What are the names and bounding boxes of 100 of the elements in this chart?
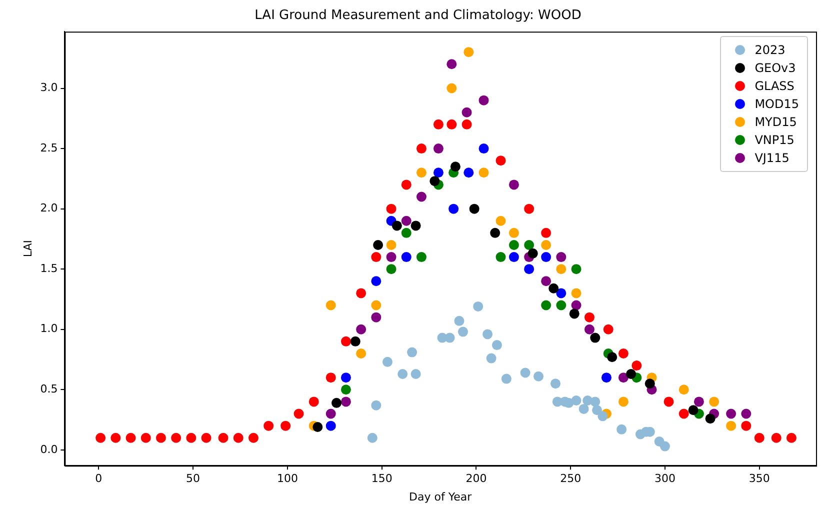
point	[541, 300, 552, 310]
point	[534, 371, 544, 382]
point	[410, 368, 421, 379]
point	[433, 144, 444, 154]
point	[678, 408, 689, 419]
point	[607, 352, 618, 362]
point	[416, 192, 426, 202]
point	[110, 432, 121, 443]
point	[340, 384, 351, 395]
point	[626, 368, 636, 379]
point	[550, 378, 560, 389]
point	[556, 252, 566, 262]
point	[308, 396, 319, 407]
chart-title: LAI Ground Measurement and Climatology: WOOD	[254, 8, 582, 24]
y-tick-label: 3.0	[40, 81, 58, 94]
point	[632, 360, 642, 371]
point	[508, 240, 519, 250]
x-tick-label: 350	[748, 472, 770, 486]
point	[171, 432, 182, 443]
point	[326, 408, 336, 419]
point	[340, 336, 351, 346]
point	[454, 316, 464, 326]
point	[478, 144, 489, 154]
point	[433, 168, 444, 178]
legend-label: MOD15	[754, 97, 799, 111]
point	[448, 204, 459, 214]
point	[458, 326, 468, 337]
y-tick-label: 1.5	[40, 262, 58, 275]
point	[218, 432, 228, 443]
point	[462, 107, 472, 118]
legend-label: GLASS	[754, 79, 794, 93]
point	[401, 252, 412, 262]
point	[771, 432, 782, 443]
point	[490, 228, 500, 238]
point	[398, 368, 408, 379]
point	[584, 312, 594, 322]
point	[446, 83, 457, 94]
legend-label: VJ115	[754, 151, 790, 165]
point	[464, 47, 474, 58]
point	[356, 288, 366, 298]
point	[664, 396, 674, 407]
point	[496, 156, 506, 166]
point	[444, 332, 455, 343]
point	[618, 372, 628, 383]
y-tick-label: 0.0	[40, 442, 58, 456]
point	[386, 240, 396, 250]
point	[601, 372, 612, 383]
point	[326, 300, 336, 310]
x-tick-label: 300	[654, 472, 676, 486]
point	[556, 288, 566, 298]
point	[156, 432, 166, 443]
point	[248, 432, 258, 443]
point	[660, 441, 670, 452]
point	[416, 168, 426, 178]
point	[382, 356, 392, 367]
point	[371, 252, 382, 262]
point	[524, 264, 534, 274]
point	[571, 300, 582, 310]
point	[332, 398, 342, 408]
point	[430, 176, 440, 186]
point	[598, 411, 608, 422]
x-tick-label: 0	[95, 472, 102, 486]
point	[410, 220, 421, 231]
point	[416, 144, 426, 154]
point	[233, 432, 244, 443]
point	[496, 252, 506, 262]
point	[469, 204, 480, 214]
point	[741, 408, 752, 419]
point	[312, 422, 323, 432]
y-tick-label: 0.5	[40, 382, 58, 396]
point	[356, 348, 366, 358]
point	[644, 378, 655, 389]
point	[407, 347, 418, 358]
point	[584, 324, 594, 334]
x-tick-label: 150	[371, 472, 392, 486]
legend-label: GEOv3	[754, 61, 796, 75]
point	[754, 432, 764, 443]
x-tick-label: 250	[560, 472, 582, 486]
point	[618, 396, 628, 407]
point	[478, 95, 489, 106]
point	[294, 408, 304, 419]
point	[616, 424, 627, 434]
point	[709, 396, 720, 407]
point	[541, 240, 552, 250]
legend-label: MYD15	[754, 115, 797, 129]
point	[446, 59, 457, 70]
point	[462, 119, 472, 130]
point	[496, 216, 506, 226]
point	[508, 252, 519, 262]
x-tick-label: 200	[466, 472, 487, 486]
point	[541, 276, 552, 286]
point	[508, 180, 519, 190]
point	[705, 414, 716, 424]
point	[603, 324, 614, 334]
point	[571, 396, 582, 406]
point	[520, 368, 530, 378]
x-axis-title: Day of Year	[409, 490, 472, 504]
point	[741, 420, 752, 431]
point	[726, 408, 736, 419]
x-tick-label: 100	[276, 472, 298, 486]
